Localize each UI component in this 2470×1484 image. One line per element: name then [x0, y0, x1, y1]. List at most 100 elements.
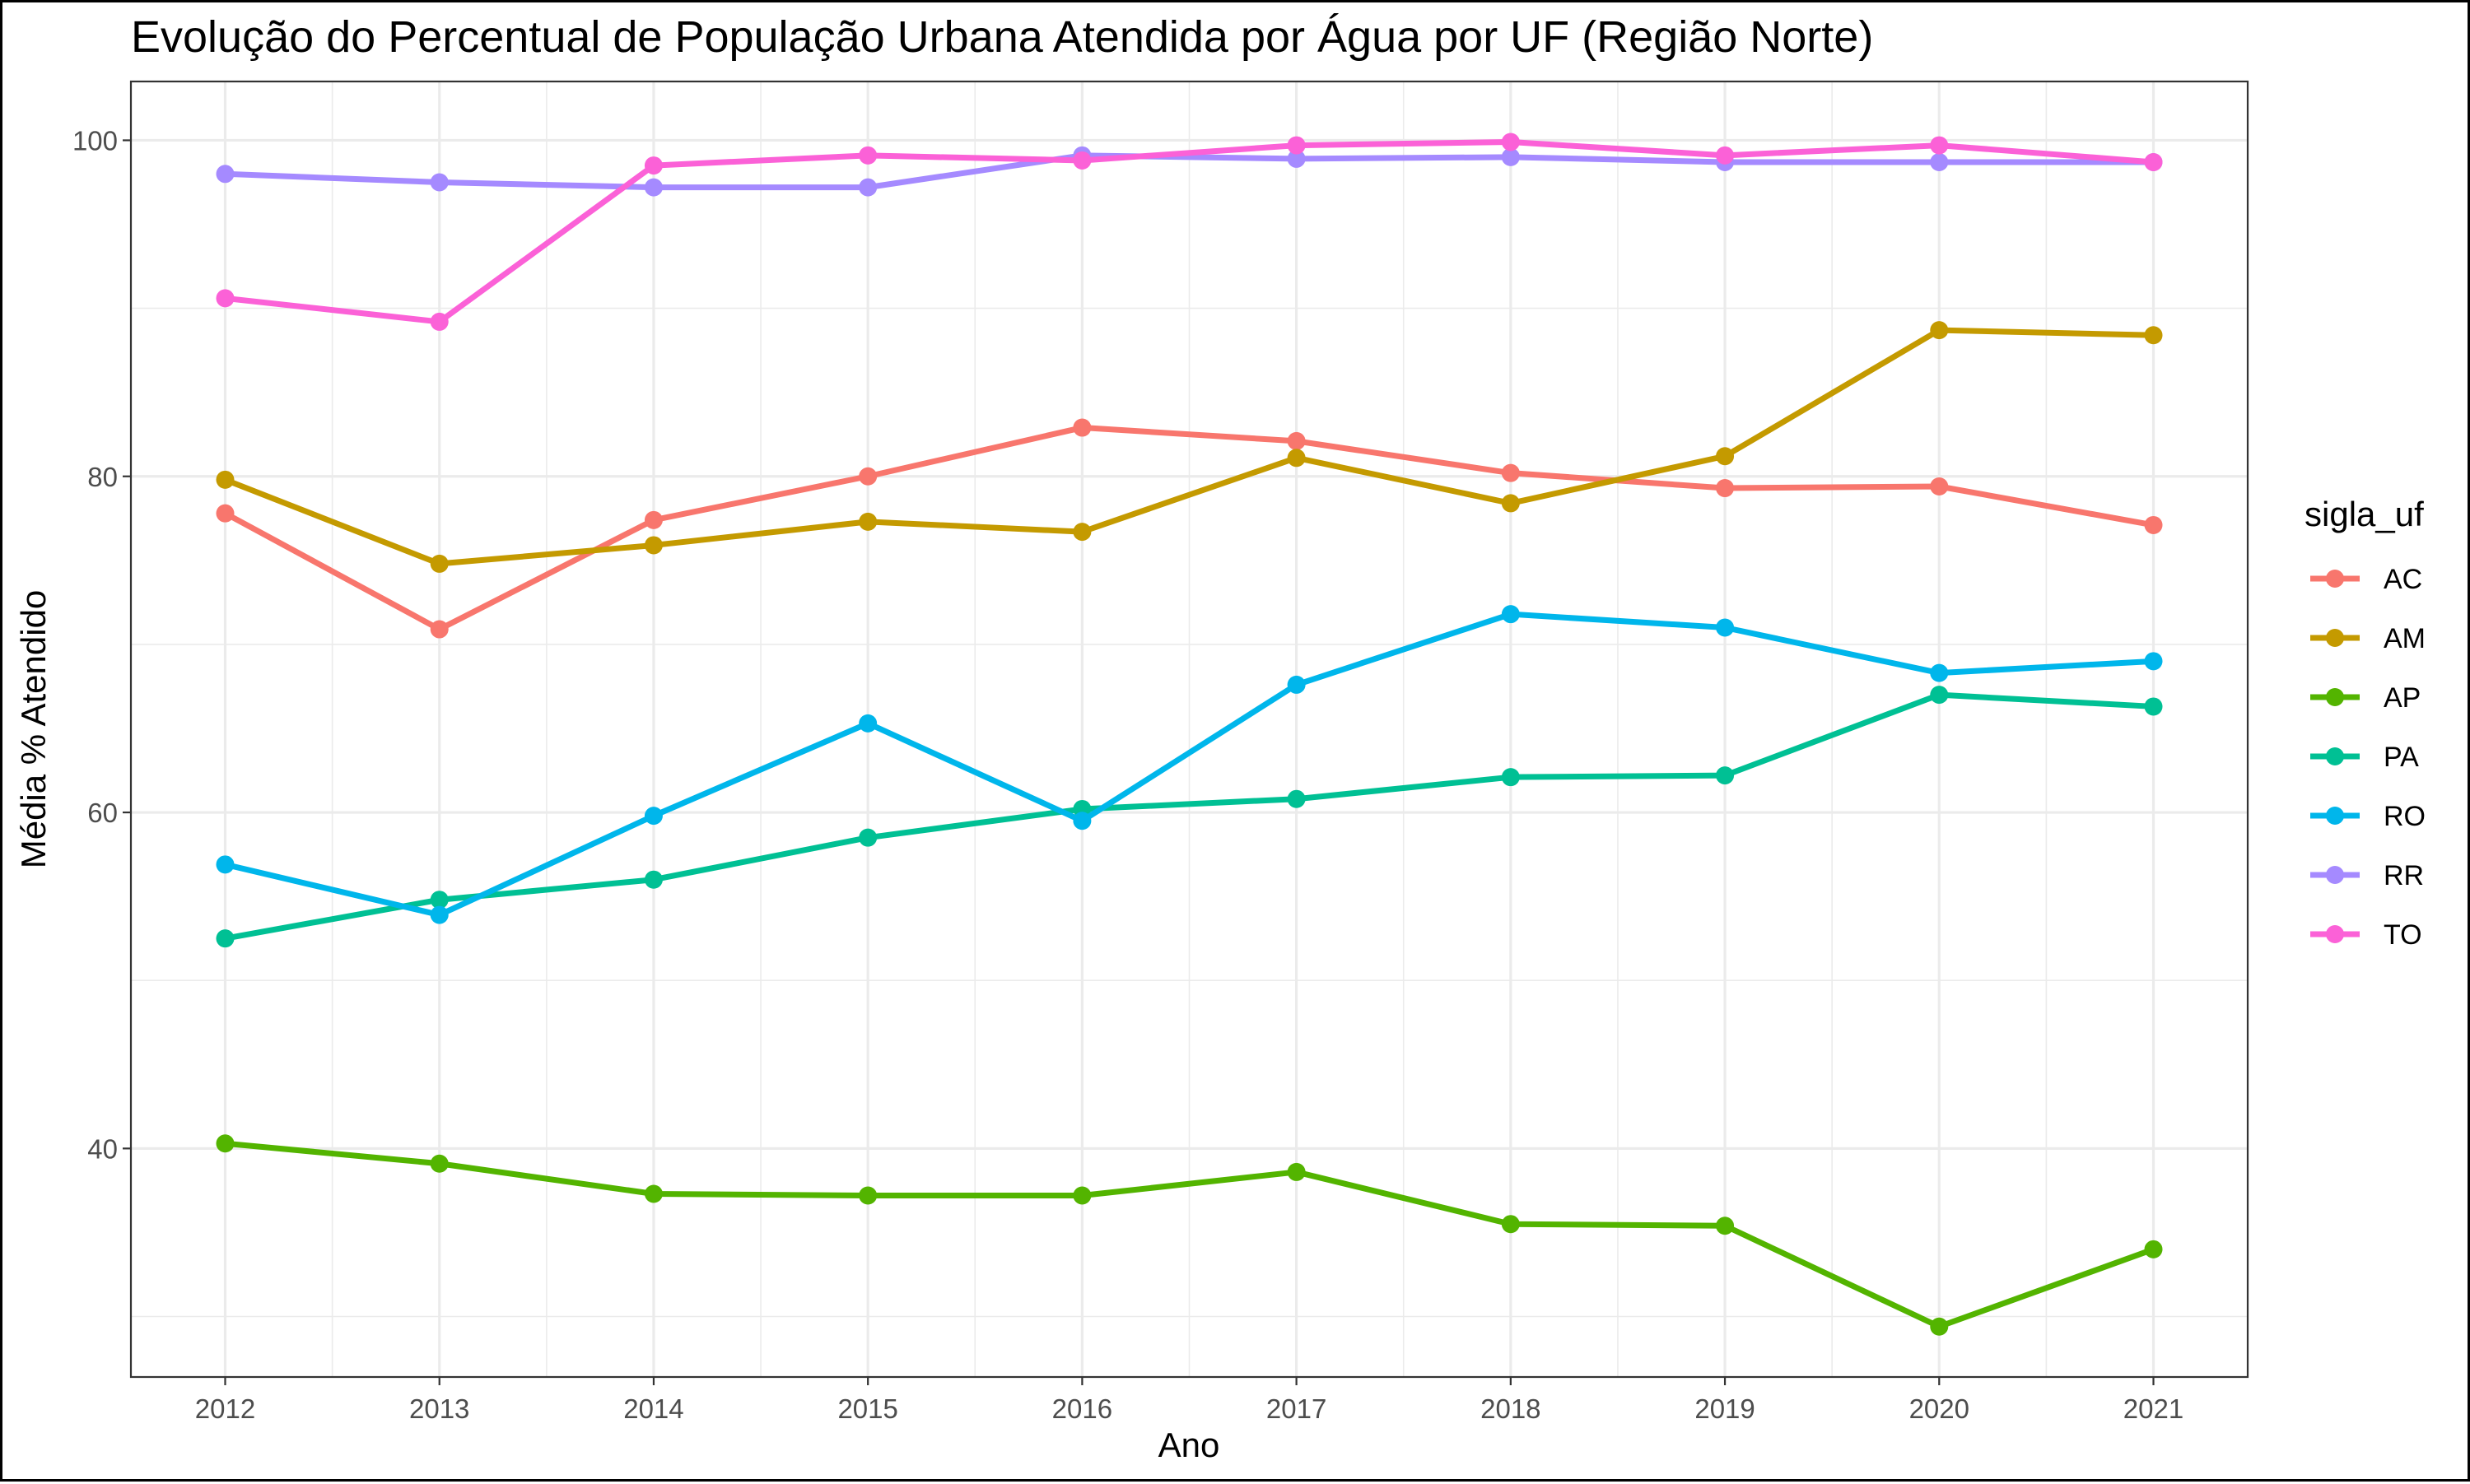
legend-item-to: TO: [2310, 919, 2422, 951]
data-point: [644, 178, 663, 197]
data-point: [859, 146, 878, 165]
data-point: [859, 714, 878, 733]
data-point: [1501, 1215, 1520, 1234]
data-point: [1501, 768, 1520, 787]
data-point: [1930, 136, 1949, 155]
data-point: [644, 510, 663, 529]
data-point: [859, 828, 878, 847]
data-point: [859, 467, 878, 486]
data-point: [644, 536, 663, 555]
y-axis: 40 60 80 100: [72, 125, 131, 1164]
data-point: [1501, 133, 1520, 151]
data-point: [430, 891, 449, 909]
legend-items: AC AM AP PA RO RR TO: [2310, 564, 2426, 951]
data-point: [1287, 1162, 1306, 1181]
legend-item-ro: RO: [2310, 801, 2426, 832]
legend: sigla_uf AC AM AP PA RO RR TO: [2305, 495, 2426, 951]
series-line: [225, 152, 2154, 191]
x-tick-label: 2017: [1266, 1393, 1326, 1424]
data-point: [644, 870, 663, 889]
legend-item-ac: AC: [2310, 564, 2422, 595]
legend-label: AP: [2384, 682, 2421, 714]
data-point: [216, 1134, 235, 1153]
data-point: [1501, 147, 1520, 166]
data-point: [1930, 477, 1949, 496]
data-point: [1716, 1217, 1735, 1235]
data-point: [644, 156, 663, 175]
series-ap: [216, 1134, 2163, 1336]
legend-key-point: [2326, 747, 2344, 765]
data-point: [1930, 1317, 1949, 1336]
data-point: [1930, 663, 1949, 682]
data-point: [216, 504, 235, 523]
legend-item-pa: PA: [2310, 742, 2419, 773]
y-tick-label: 40: [87, 1133, 118, 1164]
legend-title: sigla_uf: [2305, 495, 2424, 533]
data-point: [2144, 326, 2163, 345]
legend-key-point: [2326, 688, 2344, 706]
data-point: [216, 289, 235, 308]
series-rr: [216, 146, 2163, 197]
series-line: [224, 691, 2154, 942]
data-point: [1716, 618, 1735, 637]
data-point: [859, 1186, 878, 1205]
series-line: [225, 138, 2154, 325]
data-point: [1501, 463, 1520, 482]
legend-key-point: [2326, 866, 2344, 884]
data-point: [2144, 697, 2163, 716]
series-line: [225, 1140, 2155, 1330]
data-point: [1073, 151, 1092, 170]
series-ro: [216, 605, 2163, 924]
x-tick-label: 2016: [1052, 1393, 1112, 1424]
data-point: [859, 178, 878, 197]
data-point: [644, 807, 663, 826]
y-tick-label: 60: [87, 798, 118, 828]
data-point: [430, 312, 449, 331]
data-point: [1716, 766, 1735, 785]
x-tick-label: 2012: [195, 1393, 255, 1424]
x-axis-title: Ano: [1158, 1426, 1220, 1464]
data-point: [430, 554, 449, 573]
x-tick-label: 2021: [2123, 1393, 2183, 1424]
y-axis-title: Média % Atendido: [14, 590, 53, 869]
grid: [131, 81, 2248, 1377]
data-point: [2144, 652, 2163, 671]
series-am: [216, 321, 2163, 573]
data-point: [1930, 152, 1949, 171]
series-pa: [216, 686, 2163, 948]
data-point: [430, 1154, 449, 1173]
legend-label: RR: [2384, 860, 2424, 891]
data-point: [1073, 1186, 1092, 1205]
data-point: [2144, 152, 2163, 171]
x-tick-label: 2018: [1480, 1393, 1540, 1424]
x-tick-label: 2013: [409, 1393, 469, 1424]
series-line: [224, 611, 2154, 919]
y-tick-label: 80: [87, 462, 118, 492]
data-point: [2144, 1240, 2163, 1258]
legend-key-point: [2326, 629, 2344, 647]
data-point: [216, 929, 235, 948]
data-point: [644, 1184, 663, 1203]
x-tick-label: 2015: [837, 1393, 897, 1424]
chart-title: Evolução do Percentual de População Urba…: [131, 12, 1873, 62]
data-point: [1501, 605, 1520, 624]
data-point: [1073, 418, 1092, 437]
data-point: [1716, 447, 1735, 466]
data-point: [1287, 136, 1306, 155]
data-point: [1287, 675, 1306, 694]
data-point: [1287, 789, 1306, 808]
data-point: [859, 512, 878, 531]
data-point: [1287, 149, 1306, 168]
data-point: [1287, 449, 1306, 468]
legend-key-point: [2326, 807, 2344, 825]
data-point: [430, 620, 449, 639]
data-point: [1930, 321, 1949, 340]
x-tick-label: 2019: [1694, 1393, 1755, 1424]
legend-item-rr: RR: [2310, 860, 2424, 891]
data-point: [1073, 812, 1092, 830]
data-point: [216, 165, 235, 184]
data-point: [1716, 146, 1735, 165]
legend-label: RO: [2384, 801, 2426, 832]
